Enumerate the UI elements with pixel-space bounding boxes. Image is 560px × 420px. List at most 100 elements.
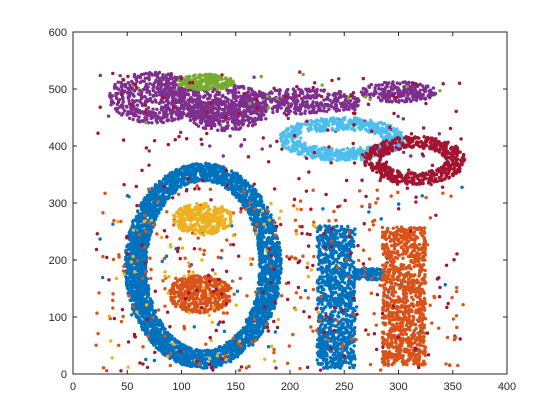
data-point — [254, 324, 258, 329]
data-point — [340, 363, 344, 367]
data-point — [352, 281, 356, 285]
data-point — [337, 256, 341, 260]
data-point — [125, 275, 129, 280]
data-point — [144, 280, 148, 284]
data-point — [208, 177, 212, 182]
data-point — [271, 278, 276, 282]
data-point — [277, 268, 282, 273]
data-point — [143, 223, 148, 228]
data-point — [139, 223, 143, 228]
data-point — [252, 200, 257, 204]
data-point — [138, 318, 143, 322]
data-point — [153, 338, 157, 342]
data-point — [346, 283, 350, 288]
data-point — [375, 272, 380, 277]
data-point — [154, 345, 159, 350]
data-point — [268, 292, 272, 297]
data-point — [353, 268, 357, 272]
data-point — [152, 201, 156, 206]
data-point — [343, 289, 348, 294]
data-point — [323, 295, 327, 299]
data-point — [318, 326, 322, 331]
data-point — [275, 240, 280, 245]
data-point — [326, 321, 330, 326]
data-point — [275, 285, 280, 289]
data-point — [330, 323, 334, 327]
data-point — [275, 247, 279, 251]
data-point — [320, 322, 324, 326]
data-point — [179, 185, 183, 189]
data-point — [140, 290, 144, 295]
data-point — [255, 219, 260, 224]
data-point — [141, 201, 145, 206]
data-point — [147, 312, 151, 317]
data-point — [245, 182, 250, 187]
data-point — [184, 349, 188, 353]
data-point — [139, 283, 144, 287]
data-point — [158, 195, 163, 199]
data-point — [271, 245, 276, 249]
data-point — [322, 366, 326, 370]
data-point — [384, 308, 388, 313]
data-point — [196, 352, 201, 356]
data-point — [258, 234, 262, 238]
data-point — [423, 353, 428, 358]
data-point — [343, 294, 347, 298]
data-point — [331, 252, 336, 256]
data-point — [303, 288, 308, 293]
data-point — [139, 219, 144, 224]
data-point — [263, 287, 267, 291]
data-point — [326, 344, 330, 348]
data-point — [268, 307, 272, 312]
data-point — [170, 191, 174, 196]
data-point — [168, 174, 172, 179]
data-point — [401, 332, 405, 337]
data-point — [256, 315, 260, 319]
data-point — [341, 239, 346, 243]
data-point — [241, 340, 246, 344]
data-point — [318, 247, 322, 252]
data-point — [152, 312, 156, 317]
data-point — [321, 207, 325, 211]
data-point — [266, 345, 271, 349]
data-point — [354, 305, 359, 309]
data-point — [317, 339, 322, 343]
data-point — [337, 296, 342, 300]
data-point — [348, 365, 352, 370]
data-point — [191, 362, 196, 367]
data-point — [145, 203, 149, 207]
data-point — [246, 333, 250, 337]
data-point — [226, 344, 230, 348]
data-point — [163, 200, 167, 204]
data-point — [146, 291, 150, 295]
data-point — [138, 299, 143, 304]
data-point — [241, 326, 246, 330]
data-point — [231, 174, 236, 178]
data-point — [191, 164, 196, 169]
data-point — [151, 332, 155, 336]
data-point — [326, 238, 331, 243]
data-point — [127, 237, 132, 242]
data-point — [235, 184, 240, 189]
data-point — [339, 303, 343, 307]
data-point — [237, 198, 241, 203]
data-point — [183, 352, 187, 357]
data-point — [250, 325, 254, 329]
data-point — [257, 262, 262, 266]
data-point — [258, 297, 262, 302]
data-point — [329, 365, 333, 369]
data-point — [134, 249, 139, 254]
data-point — [149, 206, 154, 210]
data-point — [318, 259, 323, 263]
data-point — [153, 216, 158, 220]
data-point — [174, 178, 178, 183]
data-point — [133, 289, 137, 294]
data-point — [317, 332, 321, 336]
data-point — [189, 171, 193, 175]
data-point — [173, 190, 177, 195]
data-point — [250, 315, 254, 319]
data-point — [325, 362, 329, 367]
data-point — [320, 315, 324, 319]
data-point — [143, 197, 147, 201]
data-point — [275, 279, 279, 283]
